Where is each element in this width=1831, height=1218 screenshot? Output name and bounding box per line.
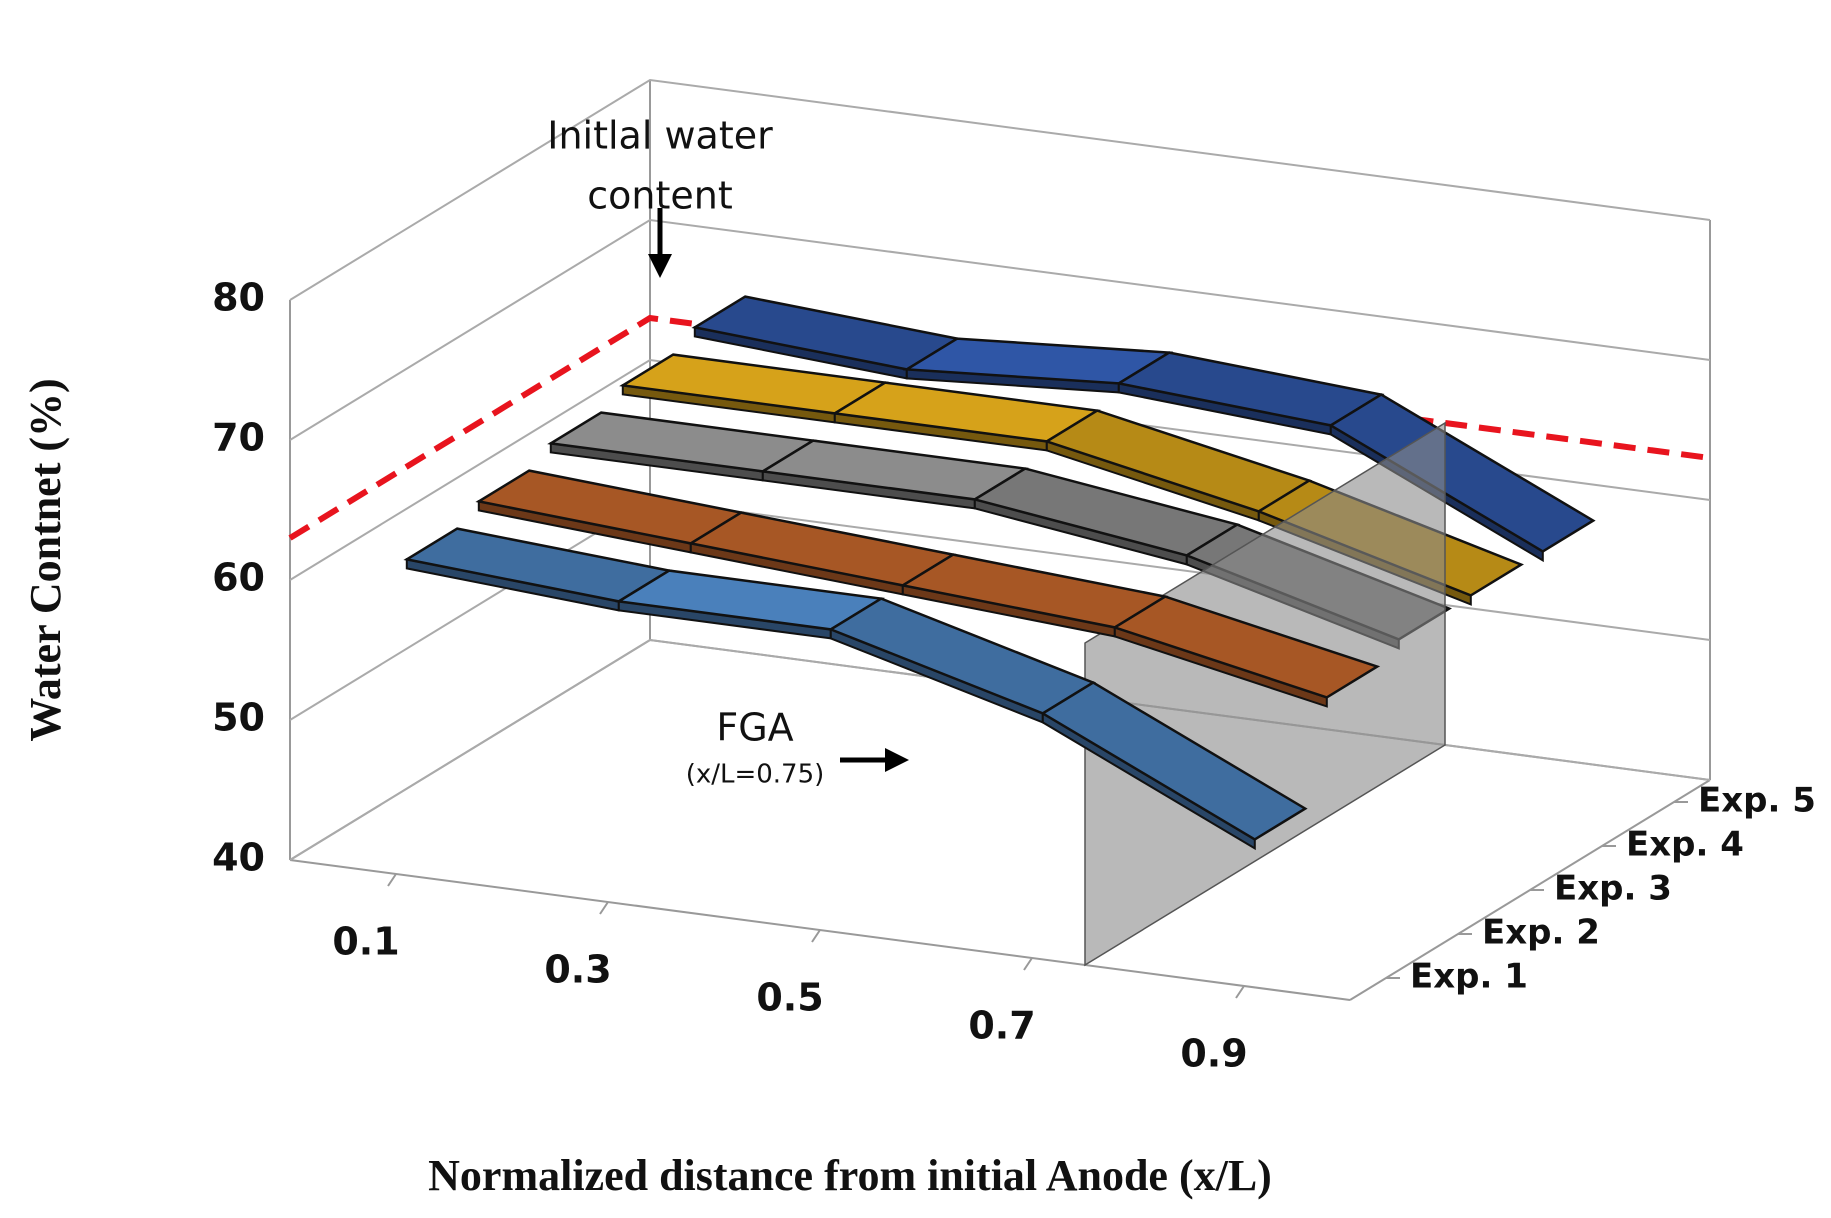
- legend-label: Exp. 3: [1554, 869, 1672, 909]
- grid-line: [289, 358, 1711, 581]
- x-tick: [387, 873, 397, 887]
- grid-line: [289, 218, 1711, 441]
- y-tick-label: 60: [212, 556, 265, 600]
- y-tick-label: 80: [212, 276, 265, 320]
- x-axis-title: Normalized distance from initial Anode (…: [428, 1151, 1272, 1200]
- y-tick-label: 40: [212, 836, 265, 880]
- legend-label: Exp. 1: [1410, 957, 1528, 997]
- x-tick: [1023, 957, 1033, 971]
- annotation: Initlal water: [547, 114, 773, 158]
- x-tick: [1235, 985, 1245, 999]
- annotation: (x/L=0.75): [686, 760, 825, 790]
- arrow-head: [648, 254, 672, 278]
- grid-line: [289, 78, 1711, 301]
- arrow-head: [885, 748, 909, 772]
- legend-label: Exp. 2: [1482, 913, 1600, 953]
- fga-plane: [1084, 421, 1446, 967]
- x-tick-label: 0.9: [1180, 1032, 1247, 1076]
- legend-label: Exp. 5: [1698, 781, 1816, 821]
- x-tick: [811, 929, 821, 943]
- x-tick-label: 0.7: [968, 1004, 1035, 1048]
- ribbon-segment: [1328, 393, 1596, 553]
- y-axis-title: Water Contnet (%): [21, 378, 70, 741]
- x-tick-label: 0.1: [332, 920, 399, 964]
- ribbon-segment: [1040, 681, 1308, 841]
- x-tick-label: 0.5: [756, 976, 823, 1020]
- x-tick: [599, 901, 609, 915]
- y-tick-label: 50: [212, 696, 265, 740]
- ribbon-segment: [1111, 595, 1381, 699]
- annotation: FGA: [716, 706, 793, 750]
- legend-label: Exp. 4: [1626, 825, 1744, 865]
- y-tick-label: 70: [212, 416, 265, 460]
- x-tick-label: 0.3: [544, 948, 611, 992]
